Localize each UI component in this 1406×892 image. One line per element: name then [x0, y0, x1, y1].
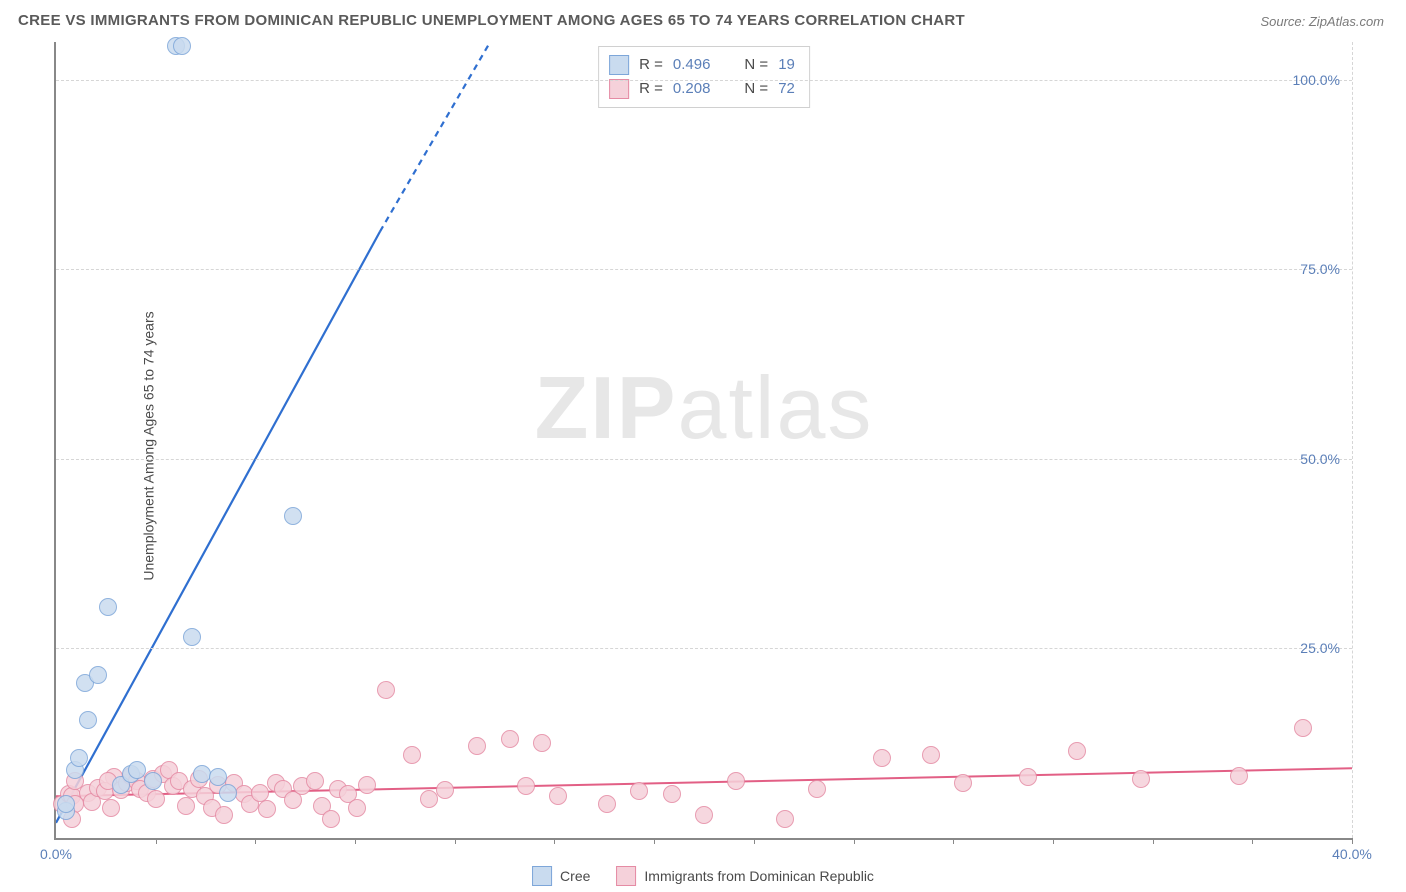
xtick-mark: [1153, 838, 1154, 844]
xtick-label: 0.0%: [40, 846, 72, 862]
marker-dominican: [549, 787, 567, 805]
marker-cree: [173, 37, 191, 55]
marker-cree: [284, 507, 302, 525]
marker-dominican: [1019, 768, 1037, 786]
xtick-mark: [255, 838, 256, 844]
marker-dominican: [258, 800, 276, 818]
marker-dominican: [468, 737, 486, 755]
xtick-mark: [754, 838, 755, 844]
xtick-mark: [953, 838, 954, 844]
marker-dominican: [873, 749, 891, 767]
stat-r-value: 0.496: [673, 53, 711, 77]
gridline-h: [56, 459, 1352, 460]
legend-swatch-icon: [532, 866, 552, 886]
marker-cree: [144, 772, 162, 790]
gridline-h: [56, 648, 1352, 649]
marker-cree: [79, 711, 97, 729]
bottom-legend-item-dominican: Immigrants from Dominican Republic: [616, 866, 874, 886]
xtick-mark: [554, 838, 555, 844]
xtick-mark: [854, 838, 855, 844]
marker-dominican: [1230, 767, 1248, 785]
marker-dominican: [1068, 742, 1086, 760]
marker-dominican: [251, 784, 269, 802]
marker-dominican: [377, 681, 395, 699]
legend-swatch-icon: [609, 79, 629, 99]
plot-right-border: [1352, 42, 1353, 838]
marker-dominican: [598, 795, 616, 813]
xtick-label: 40.0%: [1332, 846, 1372, 862]
gridline-h: [56, 80, 1352, 81]
marker-dominican: [727, 772, 745, 790]
marker-dominican: [147, 790, 165, 808]
xtick-mark: [654, 838, 655, 844]
marker-dominican: [1132, 770, 1150, 788]
marker-dominican: [533, 734, 551, 752]
legend-stats-box: R =0.496N =19R =0.208N =72: [598, 46, 810, 108]
marker-dominican: [358, 776, 376, 794]
chart-container: CREE VS IMMIGRANTS FROM DOMINICAN REPUBL…: [0, 0, 1406, 892]
ytick-label: 25.0%: [1300, 640, 1340, 656]
marker-dominican: [322, 810, 340, 828]
marker-dominican: [177, 797, 195, 815]
marker-dominican: [630, 782, 648, 800]
chart-title: CREE VS IMMIGRANTS FROM DOMINICAN REPUBL…: [18, 12, 965, 29]
marker-dominican: [436, 781, 454, 799]
xtick-mark: [455, 838, 456, 844]
bottom-legend-item-cree: Cree: [532, 866, 590, 886]
marker-dominican: [922, 746, 940, 764]
xtick-mark: [1053, 838, 1054, 844]
marker-cree: [57, 795, 75, 813]
marker-cree: [219, 784, 237, 802]
source-label: Source: ZipAtlas.com: [1260, 14, 1384, 29]
stat-n-label: N =: [744, 53, 768, 77]
marker-dominican: [306, 772, 324, 790]
marker-dominican: [501, 730, 519, 748]
legend-label: Cree: [560, 868, 590, 884]
marker-dominican: [215, 806, 233, 824]
marker-cree: [183, 628, 201, 646]
legend-label: Immigrants from Dominican Republic: [644, 868, 874, 884]
watermark: ZIPatlas: [535, 357, 874, 459]
xtick-mark: [1252, 838, 1253, 844]
legend-swatch-icon: [616, 866, 636, 886]
ytick-label: 75.0%: [1300, 261, 1340, 277]
marker-dominican: [808, 780, 826, 798]
marker-cree: [128, 761, 146, 779]
marker-cree: [193, 765, 211, 783]
marker-cree: [89, 666, 107, 684]
marker-dominican: [403, 746, 421, 764]
marker-dominican: [348, 799, 366, 817]
marker-dominican: [420, 790, 438, 808]
marker-dominican: [695, 806, 713, 824]
stat-n-value: 19: [778, 53, 795, 77]
xtick-mark: [355, 838, 356, 844]
bottom-legend: Cree Immigrants from Dominican Republic: [532, 866, 874, 886]
plot-area: ZIPatlas R =0.496N =19R =0.208N =72 25.0…: [54, 42, 1352, 840]
xtick-mark: [156, 838, 157, 844]
marker-dominican: [1294, 719, 1312, 737]
trend-lines: [56, 42, 1352, 838]
marker-dominican: [776, 810, 794, 828]
ytick-label: 50.0%: [1300, 451, 1340, 467]
marker-dominican: [663, 785, 681, 803]
ytick-label: 100.0%: [1293, 72, 1340, 88]
legend-stats-row-cree: R = 0.496 N = 19: [609, 53, 795, 77]
marker-dominican: [102, 799, 120, 817]
marker-cree: [70, 749, 88, 767]
xtick-mark: [1352, 838, 1353, 844]
legend-swatch-icon: [609, 55, 629, 75]
marker-cree: [99, 598, 117, 616]
gridline-h: [56, 269, 1352, 270]
stat-r-label: R =: [639, 53, 663, 77]
marker-dominican: [517, 777, 535, 795]
marker-dominican: [954, 774, 972, 792]
